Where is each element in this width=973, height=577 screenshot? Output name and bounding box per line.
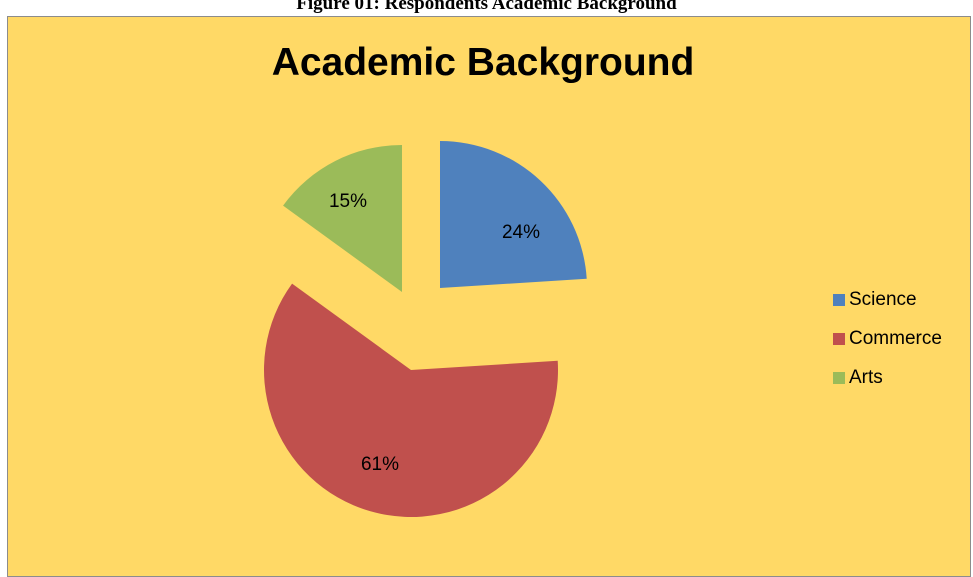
data-label-arts: 15% bbox=[329, 191, 367, 212]
chart-title: Academic Background bbox=[271, 41, 695, 84]
legend-label-arts: Arts bbox=[849, 366, 883, 388]
pie-chart: 24% 61% 15% bbox=[263, 141, 587, 518]
legend-swatch-commerce bbox=[833, 332, 845, 345]
pie-slice-science bbox=[440, 141, 587, 288]
data-label-science: 24% bbox=[502, 222, 540, 243]
legend-item-arts: Arts bbox=[833, 363, 942, 392]
data-label-commerce: 61% bbox=[361, 454, 399, 475]
legend-item-science: Science bbox=[833, 285, 942, 314]
figure-caption: Figure 01: Respondents Academic Backgrou… bbox=[296, 0, 677, 14]
legend-label-science: Science bbox=[849, 288, 917, 310]
legend-swatch-arts bbox=[833, 371, 845, 384]
legend-swatch-science bbox=[833, 293, 845, 306]
chart-area: Academic Background 24% 61% 15% Science Co… bbox=[7, 16, 971, 577]
pie-slice-commerce bbox=[263, 283, 558, 518]
legend: Science Commerce Arts bbox=[833, 285, 942, 402]
legend-label-commerce: Commerce bbox=[849, 327, 942, 349]
legend-item-commerce: Commerce bbox=[833, 324, 942, 353]
pie-slice-arts bbox=[283, 145, 402, 292]
